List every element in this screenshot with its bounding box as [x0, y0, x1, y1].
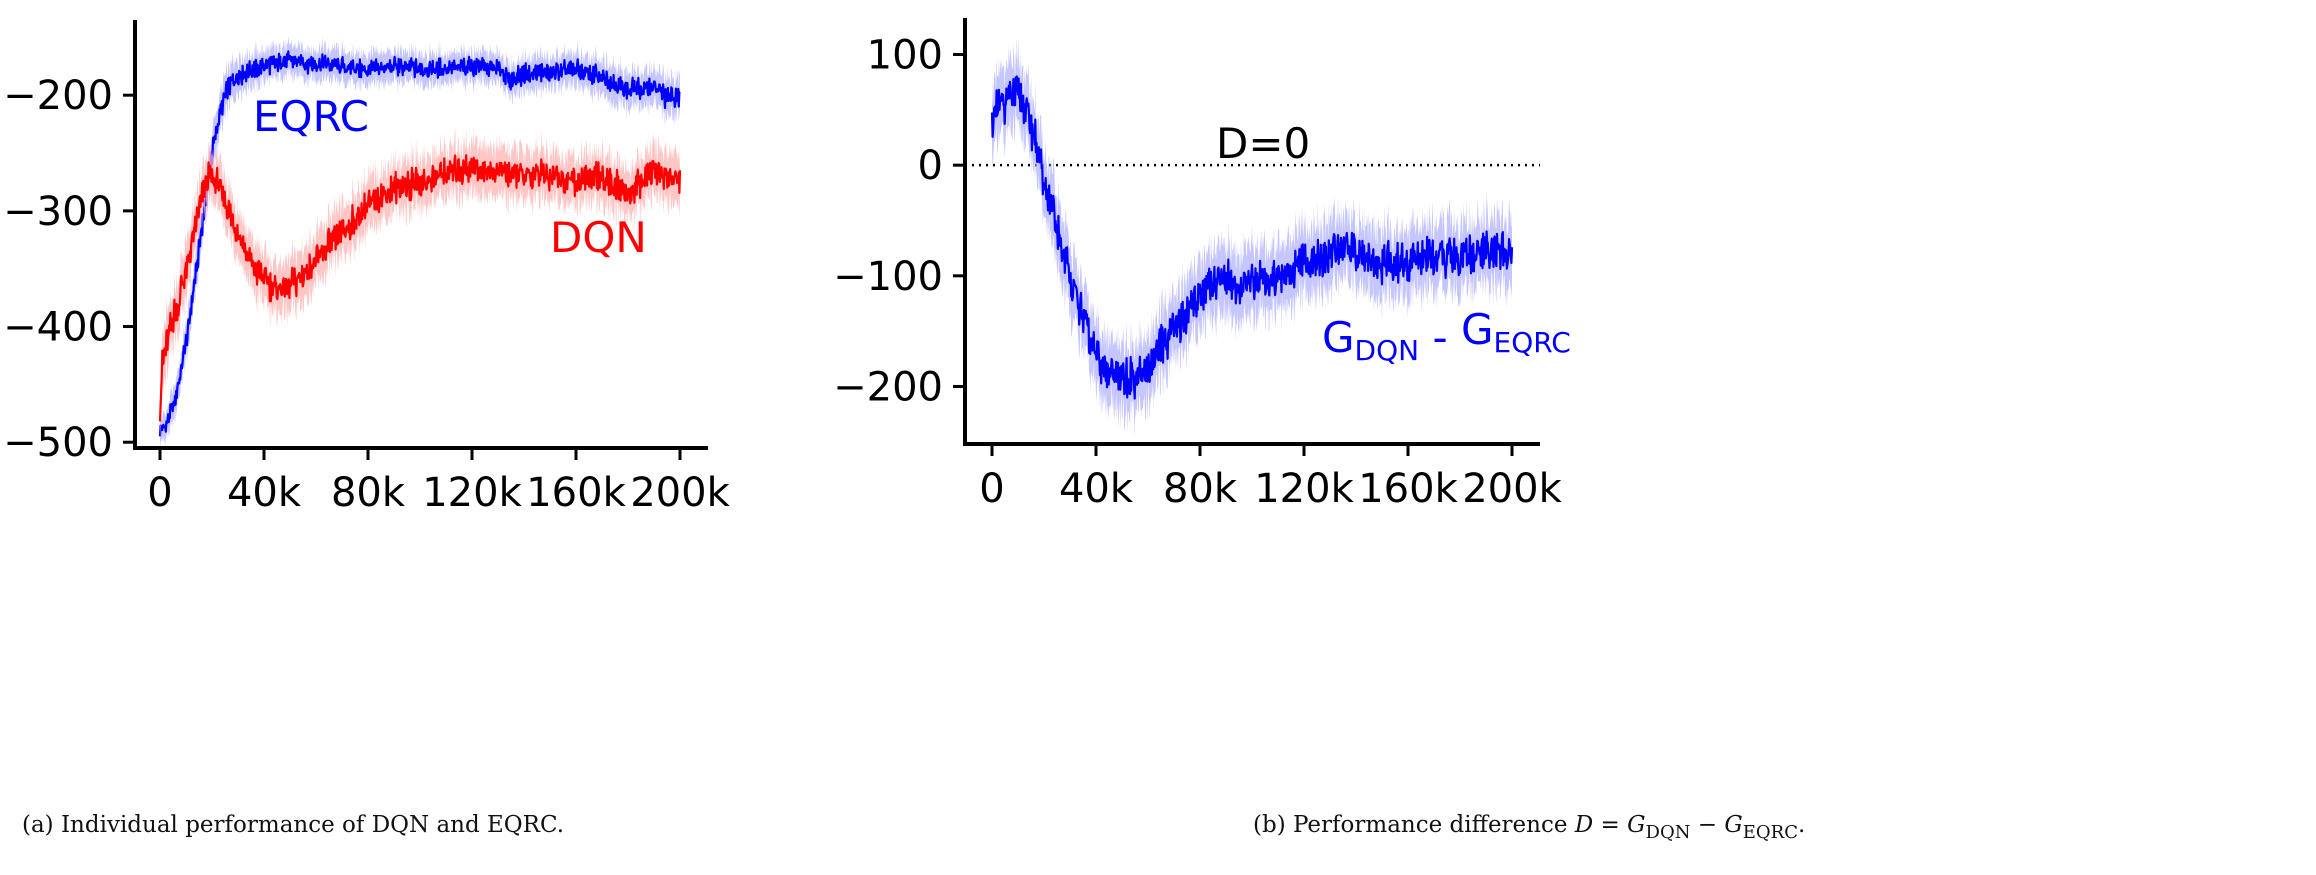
label-sub-dqn: DQN [1355, 334, 1420, 367]
y-tick-label: −100 [833, 254, 943, 300]
label-sub-eqrc: EQRC [1494, 326, 1571, 359]
y-tick-label: −400 [3, 305, 113, 351]
chart-a-svg: 0 40k 80k 120k 160k 200k −500 −400 −300 −200 EQRC D… [3, 20, 731, 516]
series-band-eqrc [160, 36, 680, 448]
label-g2: G [1461, 305, 1494, 354]
y-tick-label: −200 [3, 73, 113, 119]
y-tick-label: −500 [3, 420, 113, 466]
caption-b-g1: G [1627, 812, 1646, 838]
y-tick-label: −200 [833, 364, 943, 410]
label-eqrc: EQRC [253, 92, 369, 141]
x-tick-label: 80k [331, 470, 406, 516]
x-tick-label: 120k [1254, 466, 1354, 512]
x-tick-label: 160k [1358, 466, 1458, 512]
x-tick-label: 40k [227, 470, 302, 516]
x-tick-label: 40k [1059, 466, 1134, 512]
chart-panel-a: 0 40k 80k 120k 160k 200k −500 −400 −300 −200 EQRC D… [0, 0, 1100, 875]
series-line-eqrc [158, 50, 681, 437]
label-d-zero: D=0 [1216, 119, 1310, 168]
caption-b-g2: G [1724, 812, 1743, 838]
chart-panel-b: 0 40k 80k 120k 160k 200k −200 −100 0 100 D=0 GDQN -… [833, 0, 2316, 875]
caption-b-sub2: EQRC [1742, 822, 1798, 843]
caption-b-end: . [1797, 812, 1806, 838]
y-tick-label: 100 [867, 33, 943, 79]
caption-a: (a) Individual performance of DQN and EQ… [22, 812, 565, 838]
x-tick-label: 160k [526, 470, 626, 516]
caption-b-prefix: (b) Performance difference [1253, 812, 1575, 838]
label-minus: - [1419, 313, 1461, 362]
x-tick-label: 80k [1163, 466, 1238, 512]
label-difference: GDQN - GEQRC [1322, 305, 1571, 367]
x-tick-label: 0 [147, 470, 172, 516]
x-tick-label: 0 [979, 466, 1004, 512]
x-tick-label: 200k [630, 470, 730, 516]
x-tick-label: 120k [422, 470, 522, 516]
caption-b: (b) Performance difference D = GDQN − GE… [1253, 812, 1805, 843]
series-line-dqn [158, 154, 682, 422]
label-dqn: DQN [550, 213, 647, 262]
y-tick-label: −300 [3, 189, 113, 235]
series-band-g-dqn-g-eqrc [992, 37, 1512, 437]
caption-b-eq: = [1593, 812, 1628, 838]
label-g1: G [1322, 313, 1355, 362]
y-tick-label: 0 [918, 143, 943, 189]
caption-b-minus: − [1690, 812, 1725, 838]
caption-b-d: D [1574, 812, 1594, 838]
caption-b-sub1: DQN [1645, 822, 1691, 843]
series-line-g-dqn-g-eqrc [990, 75, 1514, 400]
x-tick-label: 200k [1462, 466, 1562, 512]
